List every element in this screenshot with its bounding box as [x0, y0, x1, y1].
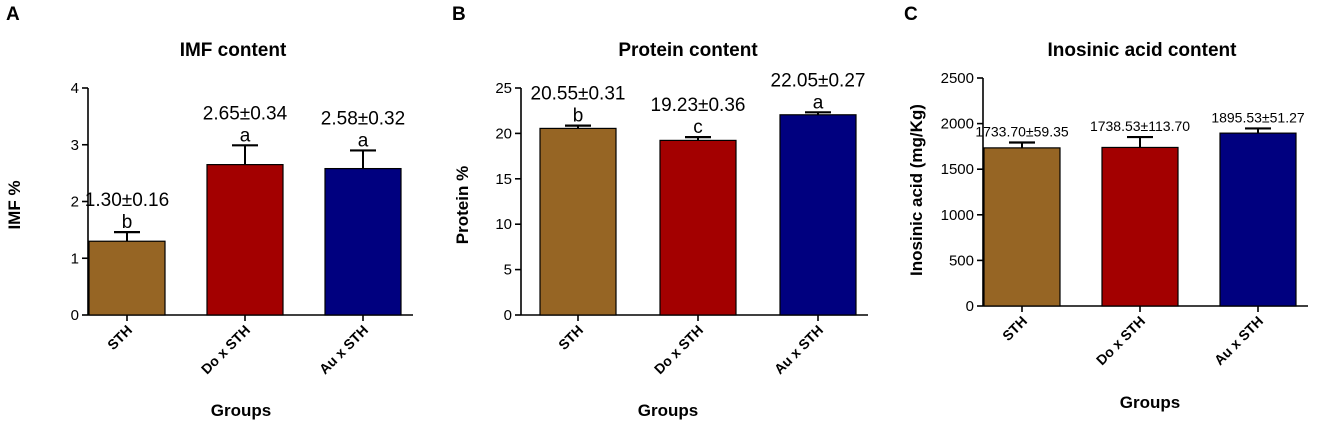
data-label: 19.23±0.36 — [651, 95, 746, 116]
significance-letter: a — [358, 130, 369, 151]
y-tick-label: 1 — [71, 250, 79, 267]
x-axis-label: Groups — [638, 401, 698, 420]
y-tick-label: 1500 — [941, 161, 974, 178]
x-tick-label: Au x STH — [1211, 313, 1266, 368]
y-tick-label: 2500 — [941, 70, 974, 87]
bar — [983, 147, 1061, 307]
significance-letter: a — [813, 92, 824, 113]
data-label: 20.55±0.31 — [531, 84, 626, 105]
y-tick-label: 20 — [495, 125, 512, 142]
y-tick-label: 0 — [71, 307, 79, 324]
x-tick-label: Do x STH — [198, 322, 253, 377]
data-label: 1738.53±113.70 — [1090, 118, 1190, 134]
chart-title: Protein content — [618, 40, 758, 61]
bar — [324, 167, 402, 316]
data-label: 1733.70±59.35 — [975, 123, 1069, 139]
y-tick-label: 5 — [504, 262, 512, 279]
data-label: 1.30±0.16 — [85, 190, 169, 211]
y-tick-label: 0 — [966, 298, 974, 315]
data-label: 2.58±0.32 — [321, 108, 405, 129]
x-axis-label: Groups — [1120, 393, 1180, 412]
significance-letter: b — [573, 106, 584, 127]
bar — [88, 240, 166, 316]
y-tick-label: 10 — [495, 216, 512, 233]
bar — [539, 127, 617, 316]
panel-letter: C — [904, 4, 918, 25]
chart-panel-b: B Protein content Protein % Groups 0 5 10 15 20 2… — [452, 4, 868, 420]
y-tick-label: 0 — [504, 307, 512, 324]
data-label: 22.05±0.27 — [771, 70, 866, 91]
chart-title: IMF content — [180, 40, 287, 61]
y-axis-label: IMF % — [5, 180, 24, 229]
panel-letter: B — [452, 4, 466, 25]
chart-panel-a: A IMF content IMF % Groups 0 1 2 3 4 STH b1.30±0.1… — [5, 4, 413, 420]
y-tick-label: 3 — [71, 137, 79, 154]
x-tick-label: STH — [104, 322, 135, 353]
x-tick-label: STH — [999, 313, 1030, 344]
significance-letter: a — [240, 125, 251, 146]
x-tick-label: Do x STH — [651, 322, 706, 377]
significance-letter: b — [122, 212, 133, 233]
data-label: 1895.53±51.27 — [1211, 109, 1305, 125]
y-axis-label: Inosinic acid (mg/Kg) — [907, 104, 926, 276]
y-tick-label: 2000 — [941, 116, 974, 133]
bar — [659, 139, 737, 316]
y-tick-label: 1000 — [941, 207, 974, 224]
y-tick-label: 4 — [71, 80, 79, 97]
bar — [1101, 146, 1179, 307]
significance-letter: c — [693, 117, 703, 138]
y-tick-label: 500 — [949, 252, 974, 269]
y-tick-label: 2 — [71, 194, 79, 211]
x-tick-label: Au x STH — [316, 322, 371, 377]
bar — [206, 164, 284, 316]
chart-panel-c: C Inosinic acid content Inosinic acid (mg/… — [904, 4, 1308, 412]
data-label: 2.65±0.34 — [203, 103, 288, 124]
bar — [779, 114, 857, 316]
panel-letter: A — [6, 4, 20, 25]
x-tick-label: Do x STH — [1093, 313, 1148, 368]
chart-title: Inosinic acid content — [1048, 40, 1238, 61]
x-tick-label: STH — [555, 322, 586, 353]
y-axis-label: Protein % — [453, 166, 472, 244]
y-tick-label: 25 — [495, 80, 512, 97]
y-tick-label: 15 — [495, 171, 512, 188]
x-axis-label: Groups — [211, 401, 271, 420]
x-tick-label: Au x STH — [771, 322, 826, 377]
bar — [1219, 132, 1297, 307]
